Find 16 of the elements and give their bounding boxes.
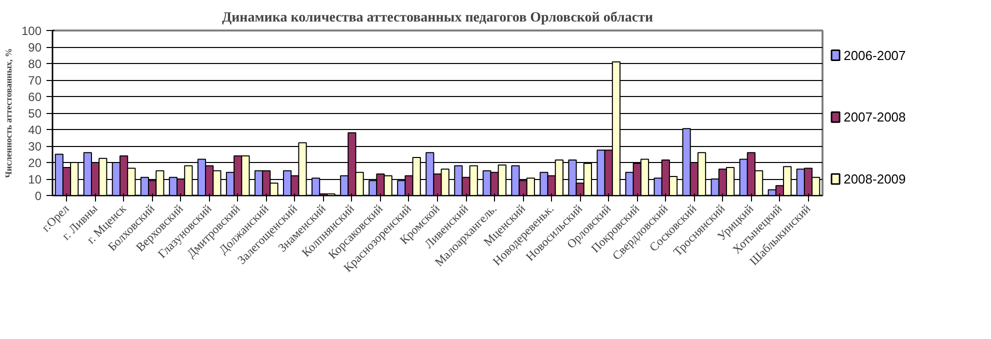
y-tick-label: 0 <box>34 189 42 203</box>
y-axis-title: Численность аттестованных, % <box>3 48 14 178</box>
legend-label: 2008-2009 <box>844 172 906 186</box>
y-tick-label: 30 <box>28 140 42 154</box>
y-tick-label: 60 <box>28 90 42 104</box>
legend-label: 2006-2007 <box>844 48 906 63</box>
y-tick-label: 100 <box>21 24 42 38</box>
y-tick-label: 70 <box>28 74 42 88</box>
legend-label: 2007-2008 <box>844 110 906 125</box>
y-tick-label: 80 <box>28 57 42 71</box>
y-tick-label: 20 <box>28 156 42 170</box>
y-tick-label: 40 <box>28 123 42 137</box>
y-tick-label: 90 <box>28 40 42 54</box>
chart-title: Динамика количества аттестованных педагогов Орловской области <box>222 10 654 26</box>
y-tick-label: 50 <box>28 106 42 120</box>
y-tick-label: 10 <box>28 172 42 186</box>
